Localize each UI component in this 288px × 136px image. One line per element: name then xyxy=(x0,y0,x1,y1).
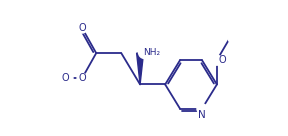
Circle shape xyxy=(77,73,87,83)
Polygon shape xyxy=(137,53,143,84)
Text: O: O xyxy=(78,23,86,33)
Circle shape xyxy=(212,55,222,65)
Text: O: O xyxy=(61,73,69,83)
Text: O: O xyxy=(78,73,86,83)
Circle shape xyxy=(77,23,87,33)
Text: NH₂: NH₂ xyxy=(143,48,160,57)
Text: N: N xyxy=(198,110,206,120)
Circle shape xyxy=(63,73,73,83)
Circle shape xyxy=(139,46,151,59)
Text: O: O xyxy=(218,55,226,65)
Circle shape xyxy=(228,31,240,44)
Circle shape xyxy=(197,104,207,114)
